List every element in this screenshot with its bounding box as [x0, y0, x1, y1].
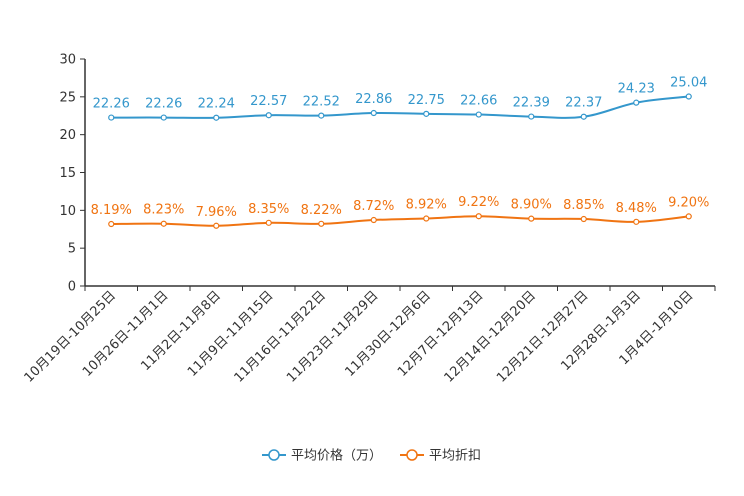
legend-marker	[406, 449, 418, 461]
data-point[interactable]	[528, 215, 535, 222]
x-tick-label: 12月14日-12月20日	[442, 288, 539, 385]
data-label: 8.48%	[616, 201, 657, 216]
y-tick-label: 10	[59, 204, 76, 219]
data-point[interactable]	[685, 213, 692, 220]
data-label: 9.20%	[668, 195, 709, 210]
x-tick-label: 11月16日-11月22日	[232, 288, 329, 385]
series-line-2	[111, 215, 689, 227]
data-label: 8.35%	[248, 202, 289, 217]
data-label: 22.37	[565, 96, 602, 111]
data-label: 8.90%	[511, 198, 552, 213]
series-line-1	[111, 95, 689, 119]
data-label: 22.57	[250, 94, 287, 109]
data-point[interactable]	[318, 220, 325, 227]
data-label: 9.22%	[458, 195, 499, 210]
legend-label[interactable]: 平均价格（万）	[291, 448, 382, 464]
data-point[interactable]	[475, 111, 482, 118]
legend-label[interactable]: 平均折扣	[429, 449, 481, 464]
y-tick-label: 0	[68, 280, 76, 295]
y-tick-label: 5	[68, 242, 76, 257]
data-point[interactable]	[370, 216, 377, 224]
data-point[interactable]	[108, 114, 115, 121]
y-tick-label: 15	[59, 166, 76, 181]
data-label: 8.22%	[301, 203, 342, 218]
data-label: 22.75	[408, 93, 445, 108]
y-tick-label: 30	[59, 53, 76, 68]
x-tick-label: 11月23日-11月29日	[284, 288, 381, 385]
data-label: 22.26	[93, 97, 130, 112]
data-point[interactable]	[423, 215, 430, 222]
data-point[interactable]	[423, 110, 430, 117]
data-point[interactable]	[265, 219, 272, 226]
data-point[interactable]	[580, 215, 587, 223]
data-point[interactable]	[160, 220, 167, 227]
data-label: 22.86	[355, 92, 392, 107]
data-label: 22.66	[460, 94, 497, 109]
data-point[interactable]	[633, 99, 640, 106]
data-point[interactable]	[528, 113, 535, 120]
data-point[interactable]	[213, 222, 220, 229]
data-label: 22.39	[513, 96, 550, 111]
data-label: 22.52	[303, 95, 340, 110]
data-point[interactable]	[265, 112, 272, 119]
data-label: 22.26	[145, 97, 182, 112]
data-label: 24.23	[618, 82, 655, 97]
data-labels: 22.26 22.26 22.24 22.57 22.52 22.86 22.75 22.66…	[91, 76, 710, 220]
data-label: 22.24	[198, 97, 235, 112]
series-group	[108, 93, 692, 229]
data-point[interactable]	[475, 213, 482, 220]
data-point[interactable]	[318, 112, 325, 119]
legend: 平均价格（万） 平均折扣	[262, 448, 481, 464]
data-label: 8.72%	[353, 199, 394, 214]
data-label: 8.92%	[406, 198, 447, 213]
data-point[interactable]	[213, 114, 220, 121]
data-point[interactable]	[370, 109, 377, 117]
data-label: 8.23%	[143, 203, 184, 218]
data-point[interactable]	[160, 114, 167, 121]
y-tick-label: 20	[59, 128, 76, 143]
data-point[interactable]	[685, 93, 692, 100]
legend-marker	[268, 449, 280, 461]
data-point[interactable]	[580, 113, 587, 120]
data-label: 8.19%	[91, 203, 132, 218]
data-label: 7.96%	[196, 205, 237, 220]
data-label: 8.85%	[563, 198, 604, 213]
data-point[interactable]	[633, 218, 640, 225]
y-tick-label: 25	[59, 90, 76, 105]
data-point[interactable]	[108, 220, 115, 228]
x-tick-label: 10月19日-10月25日	[22, 288, 119, 385]
x-tick-label: 12月21日-12月27日	[494, 288, 591, 385]
data-label: 25.04	[670, 76, 707, 91]
